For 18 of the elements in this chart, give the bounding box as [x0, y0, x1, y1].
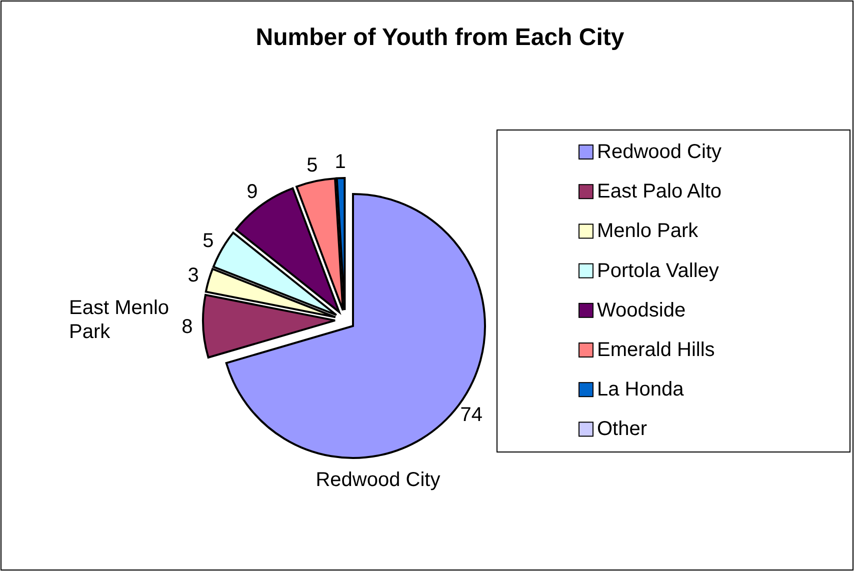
legend-label: Woodside [597, 299, 686, 322]
legend-label: East Palo Alto [597, 180, 722, 203]
legend-label: Emerald Hills [597, 339, 715, 361]
text: Redwood City [316, 469, 440, 491]
legend-label: Portola Valley [597, 260, 719, 282]
data-label: 9 [246, 181, 258, 204]
legend-label: Redwood City [597, 141, 722, 163]
legend-label: La Honda [597, 378, 685, 401]
data-label: 74 [460, 404, 483, 426]
data-label: 8 [182, 316, 193, 338]
data-label: 5 [306, 154, 318, 176]
text: East Menlo Park [69, 297, 170, 343]
chart-title: Number of Youth from Each City [256, 24, 625, 51]
legend-label: Menlo Park [597, 220, 700, 242]
data-label: 5 [202, 230, 214, 252]
legend-label: Other [597, 418, 648, 440]
data-label: 3 [188, 264, 199, 287]
data-label: 1 [334, 151, 346, 174]
